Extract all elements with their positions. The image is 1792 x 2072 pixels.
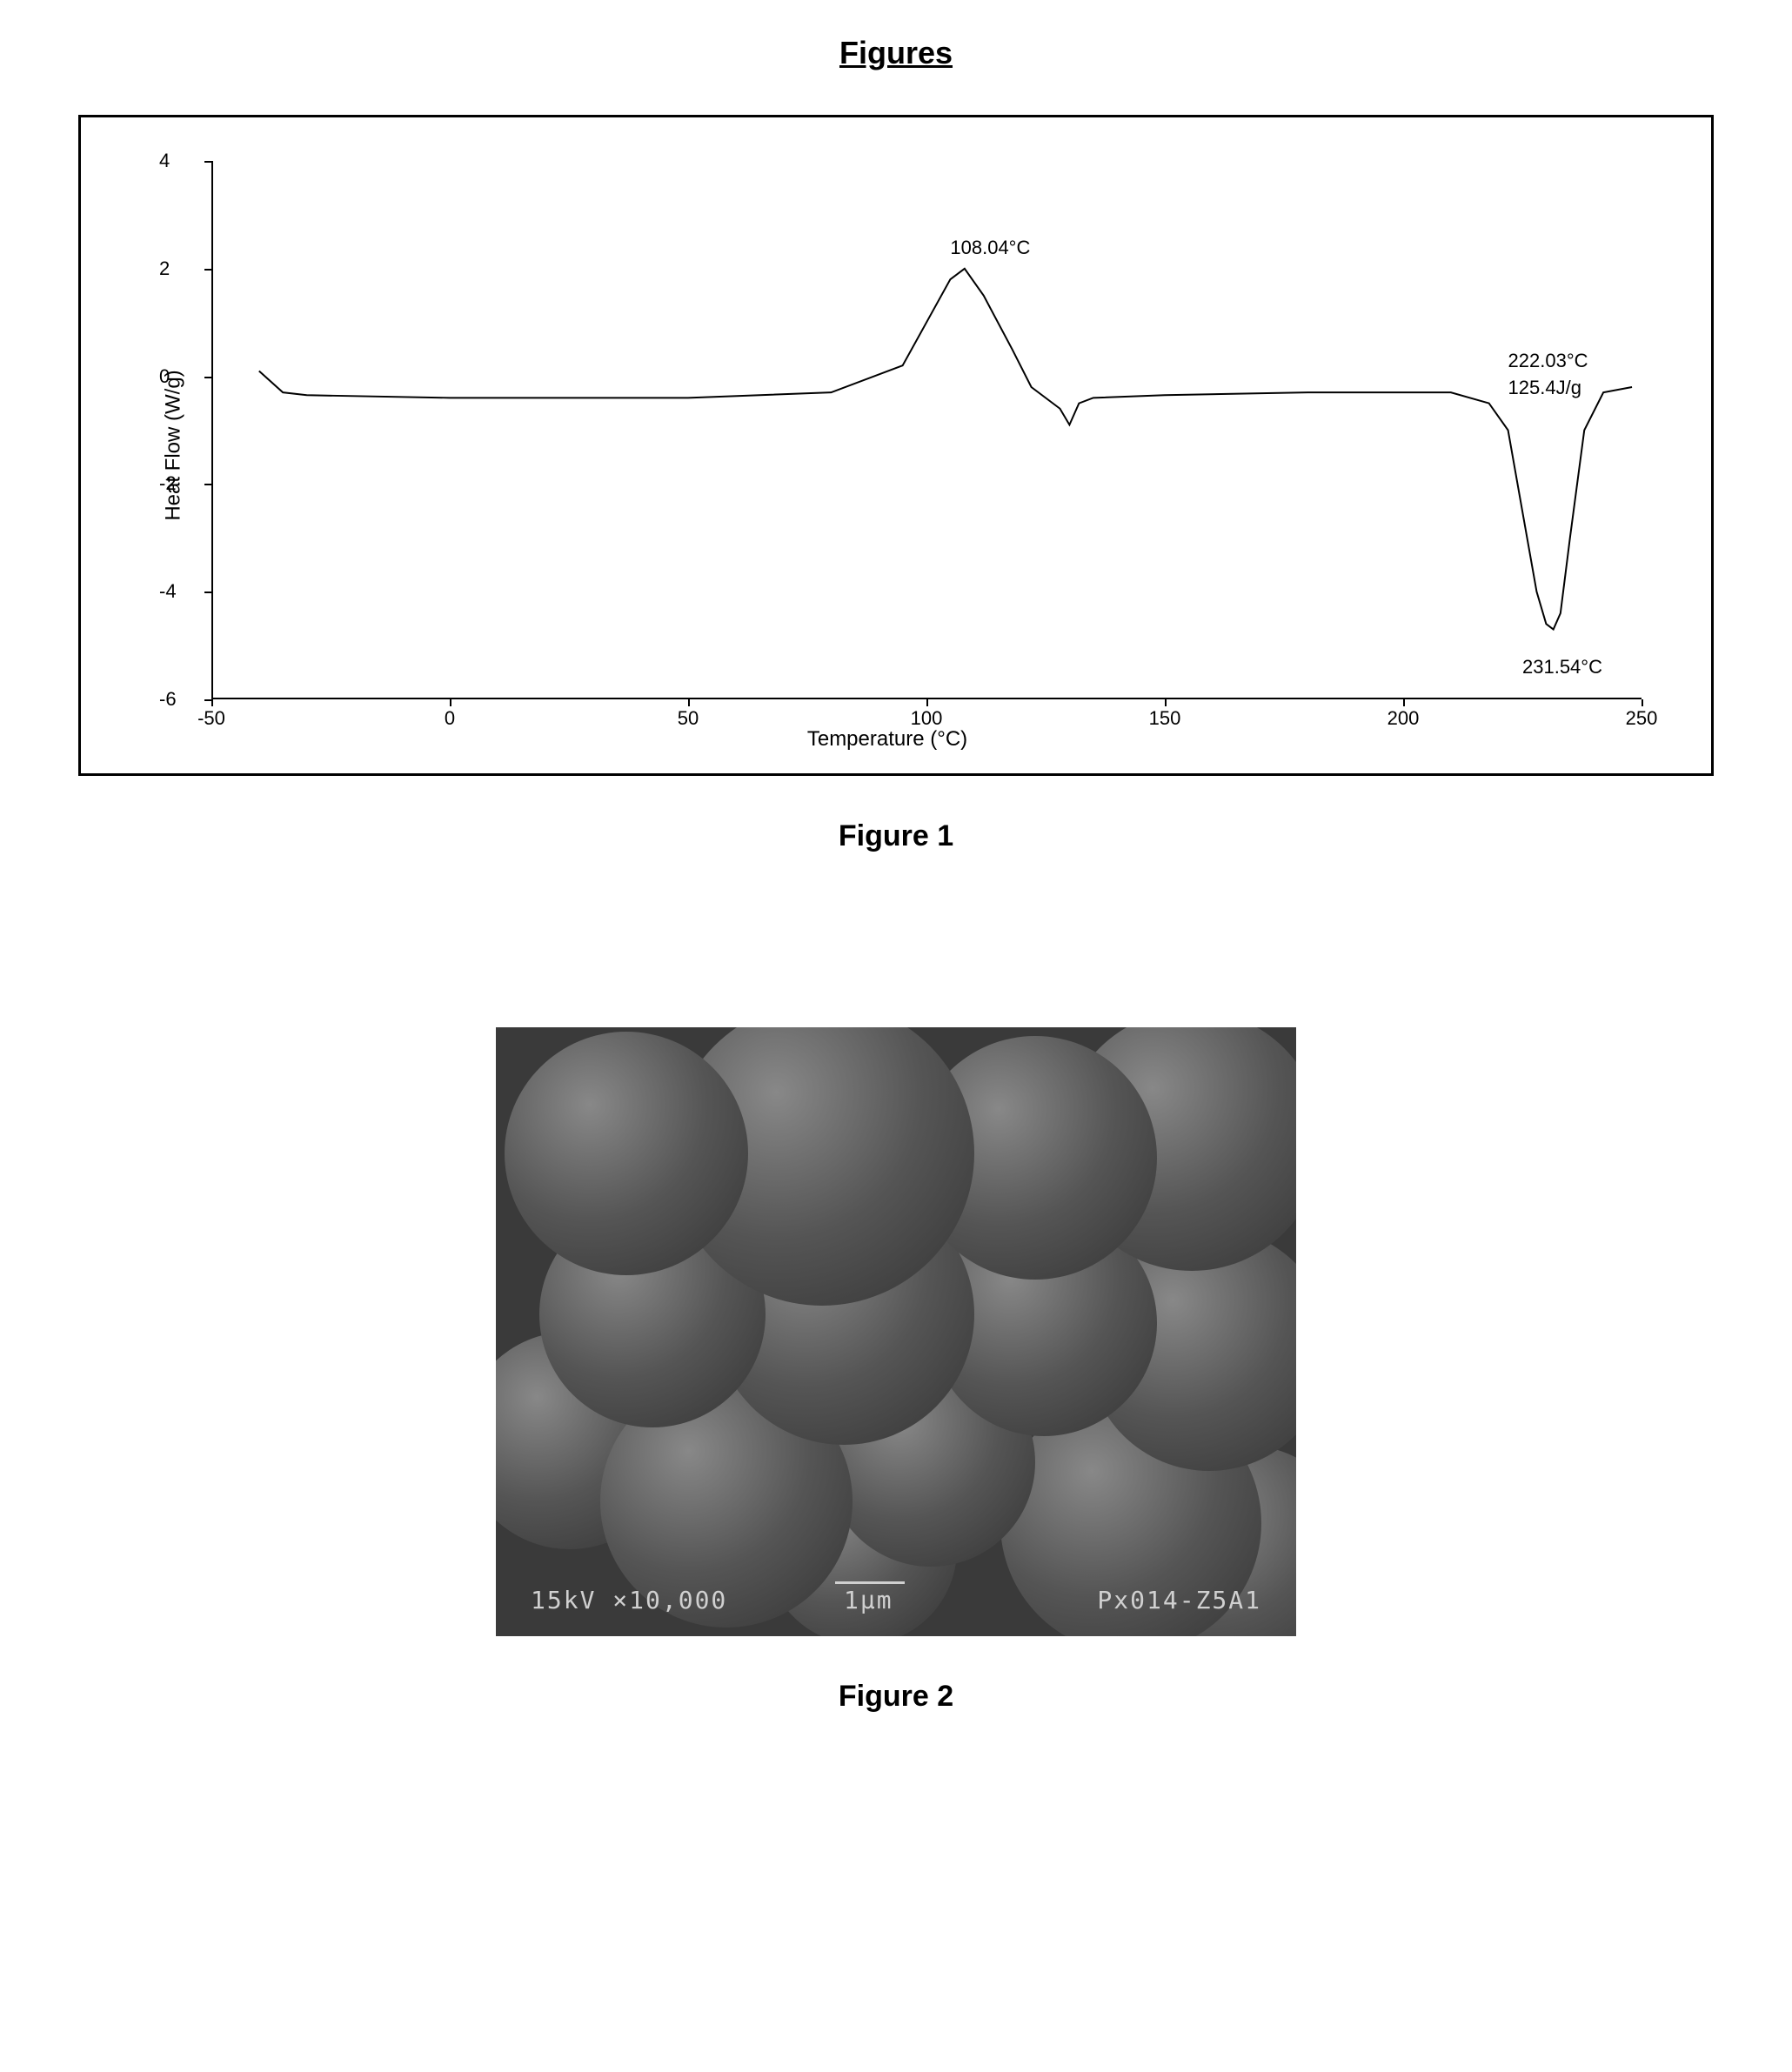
sem-image: 15kV ×10,000 1μm Px014-Z5A1 [496,1027,1296,1636]
y-tick-mark [204,484,211,485]
dsc-chart-area: Heat Flow (W/g) Temperature (°C) 108.04°… [107,144,1668,747]
x-tick-mark [450,699,451,706]
sem-particle [505,1032,748,1275]
x-tick-mark [688,699,690,706]
y-tick: -6 [159,688,177,711]
x-tick-mark [1165,699,1167,706]
sem-overlay-left: 15kV ×10,000 [531,1586,727,1614]
y-tick-mark [204,161,211,163]
annotation-onset: 222.03°C [1508,350,1588,372]
y-tick-mark [204,377,211,378]
x-tick-mark [1642,699,1643,706]
x-tick: 0 [445,707,455,730]
x-tick: 250 [1626,707,1658,730]
dsc-chart-border: Heat Flow (W/g) Temperature (°C) 108.04°… [78,115,1714,776]
x-tick: 200 [1387,707,1420,730]
y-tick-mark [204,699,211,701]
x-tick: 50 [678,707,699,730]
y-tick: 4 [159,150,170,172]
figure-1-container: Heat Flow (W/g) Temperature (°C) 108.04°… [52,115,1740,853]
x-tick: 100 [911,707,943,730]
page-title: Figures [52,35,1740,71]
x-tick-mark [1403,699,1405,706]
y-tick: -2 [159,472,177,495]
y-tick-mark [204,269,211,271]
annotation-min: 231.54°C [1522,656,1602,678]
sem-scale-bar [835,1581,905,1584]
x-tick: 150 [1149,707,1181,730]
y-tick-mark [204,592,211,593]
annotation-enthalpy: 125.4J/g [1508,377,1581,399]
figure-2-container: 15kV ×10,000 1μm Px014-Z5A1 Figure 2 [52,1027,1740,1714]
figure-1-caption: Figure 1 [52,819,1740,853]
sem-overlay-scale: 1μm [844,1586,893,1614]
annotation-peak1: 108.04°C [950,237,1030,259]
x-tick-mark [211,699,213,706]
dsc-curve [211,161,1642,699]
plot-area: 108.04°C 222.03°C 125.4J/g 231.54°C -6-4… [211,161,1642,699]
x-axis-label: Temperature (°C) [807,727,967,752]
x-tick: -50 [197,707,225,730]
y-tick: 2 [159,257,170,280]
x-tick-mark [926,699,928,706]
y-tick: 0 [159,365,170,388]
figure-2-caption: Figure 2 [52,1680,1740,1714]
y-tick: -4 [159,580,177,603]
sem-overlay-right: Px014-Z5A1 [1097,1586,1261,1614]
y-axis-label: Heat Flow (W/g) [162,370,186,520]
